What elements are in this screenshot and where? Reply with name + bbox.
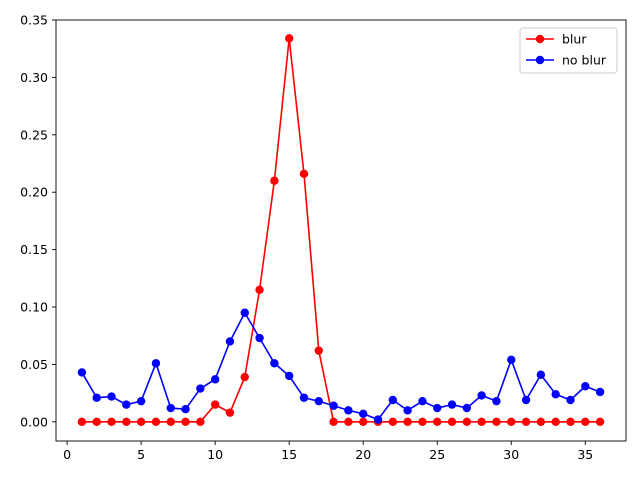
data-point-no-blur [388,395,398,405]
legend-label-blur: blur [562,32,587,47]
data-point-blur [270,176,279,185]
data-point-blur [418,417,427,427]
x-tick-label: 20 [355,447,371,462]
data-point-blur [210,400,220,409]
data-point-no-blur [122,400,131,409]
legend-marker-no-blur [535,55,545,65]
data-point-no-blur [77,368,87,377]
data-point-no-blur [225,337,235,346]
y-tick-label: 0.10 [20,300,48,315]
data-point-blur [477,417,486,427]
data-point-no-blur [536,370,546,379]
data-point-blur [77,417,87,427]
data-point-blur [314,346,323,355]
data-point-blur [166,417,175,427]
data-point-no-blur [181,405,190,414]
data-point-no-blur [329,401,338,410]
data-point-no-blur [196,384,205,393]
data-point-blur [521,417,531,427]
y-tick-label: 0.00 [20,414,48,429]
data-point-blur [151,417,161,427]
data-point-blur [507,417,516,427]
data-point-blur [403,417,412,427]
series-line-no-blur [81,311,601,421]
data-point-blur [284,34,294,43]
x-tick-label: 25 [429,447,445,462]
data-point-blur [388,417,398,427]
data-point-no-blur [240,308,249,317]
data-point-no-blur [551,390,560,399]
data-point-no-blur [462,403,472,413]
data-point-no-blur [299,393,309,402]
data-point-blur [329,417,338,427]
data-point-no-blur [581,382,590,391]
x-tick-label: 5 [137,447,145,462]
x-tick-label: 30 [503,447,519,462]
data-point-no-blur [566,395,575,405]
data-point-no-blur [314,396,323,406]
data-point-blur [566,417,575,427]
x-tick-label: 0 [63,447,71,462]
data-point-blur [107,417,116,427]
y-tick-label: 0.05 [20,357,48,372]
data-point-blur [225,408,235,417]
data-point-no-blur [418,396,427,406]
data-point-no-blur [507,355,516,365]
data-point-no-blur [373,415,383,424]
data-point-blur [581,417,590,427]
data-point-blur [595,417,605,427]
axes: 0 5 10 15 20 25 30 35 0.00 0.05 0.10 0.15 0.20 0.25 0.… [20,13,627,462]
data-point-blur [462,417,472,427]
y-tick-label: 0.25 [20,127,48,142]
data-point-no-blur [403,406,412,415]
axes-frame [55,19,627,442]
legend: blur no blur [519,27,618,74]
data-point-blur [122,417,131,427]
x-tick-label: 15 [281,447,297,462]
data-point-no-blur [107,392,116,401]
data-point-no-blur [151,359,161,368]
data-point-no-blur [284,371,294,381]
data-point-no-blur [136,396,146,406]
data-point-blur [551,417,560,427]
y-tick-label: 0.20 [20,185,48,200]
data-point-blur [299,169,309,179]
data-point-blur [240,372,249,382]
x-tick-label: 35 [577,447,593,462]
data-point-blur [447,417,457,427]
data-point-no-blur [447,400,457,409]
data-point-no-blur [210,375,220,384]
data-point-no-blur [477,391,486,400]
data-point-no-blur [433,403,442,413]
data-point-no-blur [359,409,368,418]
data-point-blur [433,417,442,427]
legend-label-no-blur: no blur [562,53,607,68]
data-point-no-blur [344,406,353,415]
data-point-blur [359,417,368,427]
x-tick-label: 10 [207,447,223,462]
y-tick-label: 0.15 [20,242,48,257]
data-point-blur [196,417,205,427]
data-point-no-blur [255,333,264,343]
y-tick-label: 0.30 [20,70,48,85]
y-tick-label: 0.35 [20,13,48,28]
data-point-no-blur [166,403,175,413]
data-point-blur [344,417,353,427]
data-point-blur [136,417,146,427]
data-point-no-blur [270,359,279,368]
data-point-blur [492,417,501,427]
data-point-blur [92,417,101,427]
data-point-no-blur [492,396,501,406]
data-point-blur [181,417,190,427]
data-point-blur [536,417,546,427]
data-point-no-blur [521,395,531,405]
legend-marker-blur [535,34,545,44]
data-point-no-blur [92,393,101,402]
plot-area [77,34,605,427]
data-point-no-blur [595,387,605,397]
data-point-blur [255,285,264,294]
